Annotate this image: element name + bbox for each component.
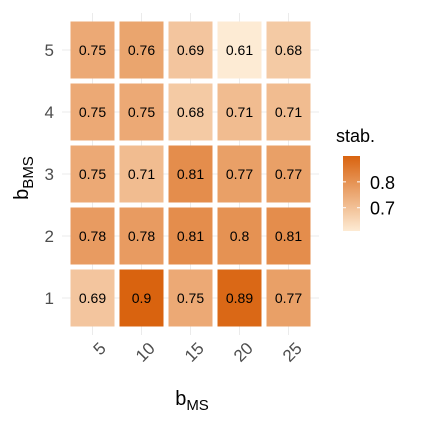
cell-label: 0.71 [275, 104, 302, 120]
heatmap-cell [266, 269, 311, 327]
legend-tick-label: 0.7 [370, 199, 395, 219]
heatmap-cell [168, 269, 213, 327]
cell-label: 0.9 [132, 290, 152, 306]
cell-label: 0.77 [226, 166, 253, 182]
heatmap-cell [217, 145, 262, 203]
heatmap-cell [70, 21, 115, 79]
heatmap-cell [168, 83, 213, 141]
heatmap-cell [70, 145, 115, 203]
x-axis-title: bMS [175, 388, 209, 414]
heatmap-cell [266, 21, 311, 79]
legend-title: stab. [336, 126, 375, 146]
heatmap-cell [119, 83, 164, 141]
cell-label: 0.81 [177, 228, 204, 244]
cell-label: 0.75 [79, 42, 106, 58]
cell-label: 0.76 [128, 42, 155, 58]
y-tick-label: 4 [45, 103, 54, 122]
x-tick-label: 20 [230, 339, 257, 366]
y-axis-title: bBMS [11, 156, 37, 200]
legend-colorbar [343, 156, 360, 231]
heatmap-cell [70, 207, 115, 265]
y-tick-label: 5 [45, 41, 54, 60]
legend-tick-label: 0.8 [370, 173, 395, 193]
y-tick-label: 2 [45, 227, 54, 246]
x-tick-label: 10 [132, 339, 159, 366]
x-axis-title-main: b [175, 388, 186, 410]
cell-label: 0.8 [230, 228, 250, 244]
legend-ticks: 0.80.7 [343, 173, 395, 219]
cell-label: 0.71 [226, 104, 253, 120]
x-axis-title-sub: MS [186, 397, 209, 414]
cell-label: 0.68 [177, 104, 204, 120]
cell-label: 0.68 [275, 42, 302, 58]
cell-label: 0.71 [128, 166, 155, 182]
cell-label: 0.75 [79, 166, 106, 182]
y-tick-label: 1 [45, 289, 54, 308]
heatmap-cell [266, 145, 311, 203]
legend: stab. 0.80.7 [336, 126, 395, 231]
y-axis-title-main: b [11, 189, 33, 200]
heatmap-cell [119, 269, 164, 327]
cell-label: 0.69 [177, 42, 204, 58]
heatmap-cell [217, 83, 262, 141]
heatmap-cell [217, 207, 262, 265]
heatmap-cell [119, 207, 164, 265]
cell-label: 0.78 [79, 228, 106, 244]
heatmap-cell [70, 83, 115, 141]
cell-label: 0.77 [275, 166, 302, 182]
x-tick-labels: 5 10 15 20 25 [90, 339, 306, 366]
cell-label: 0.81 [275, 228, 302, 244]
cell-label: 0.78 [128, 228, 155, 244]
heatmap-cell [217, 269, 262, 327]
heatmap-cell [70, 269, 115, 327]
cell-label: 0.61 [226, 42, 253, 58]
cell-label: 0.75 [79, 104, 106, 120]
heatmap-cell [119, 21, 164, 79]
heatmap-cell [168, 145, 213, 203]
cell-label: 0.75 [128, 104, 155, 120]
y-tick-labels: 1 2 3 4 5 [45, 41, 54, 308]
cell-label: 0.81 [177, 166, 204, 182]
cell-label: 0.75 [177, 290, 204, 306]
heatmap-cell [119, 145, 164, 203]
x-tick-label: 25 [279, 339, 306, 366]
cell-label: 0.89 [226, 290, 253, 306]
heatmap-cell [266, 83, 311, 141]
cell-label: 0.77 [275, 290, 302, 306]
heatmap-cells: 0.69 0.9 0.75 0.89 0.77 0.78 0.78 0.81 0.8 0.81 0.… [70, 21, 311, 327]
heatmap-cell [217, 21, 262, 79]
y-axis-title-sub: BMS [20, 156, 37, 189]
y-tick-label: 3 [45, 165, 54, 184]
heatmap-cell [168, 21, 213, 79]
cell-label: 0.69 [79, 290, 106, 306]
x-tick-label: 15 [181, 339, 208, 366]
heatmap-cell [266, 207, 311, 265]
x-tick-label: 5 [90, 339, 110, 359]
heatmap-cell [168, 207, 213, 265]
